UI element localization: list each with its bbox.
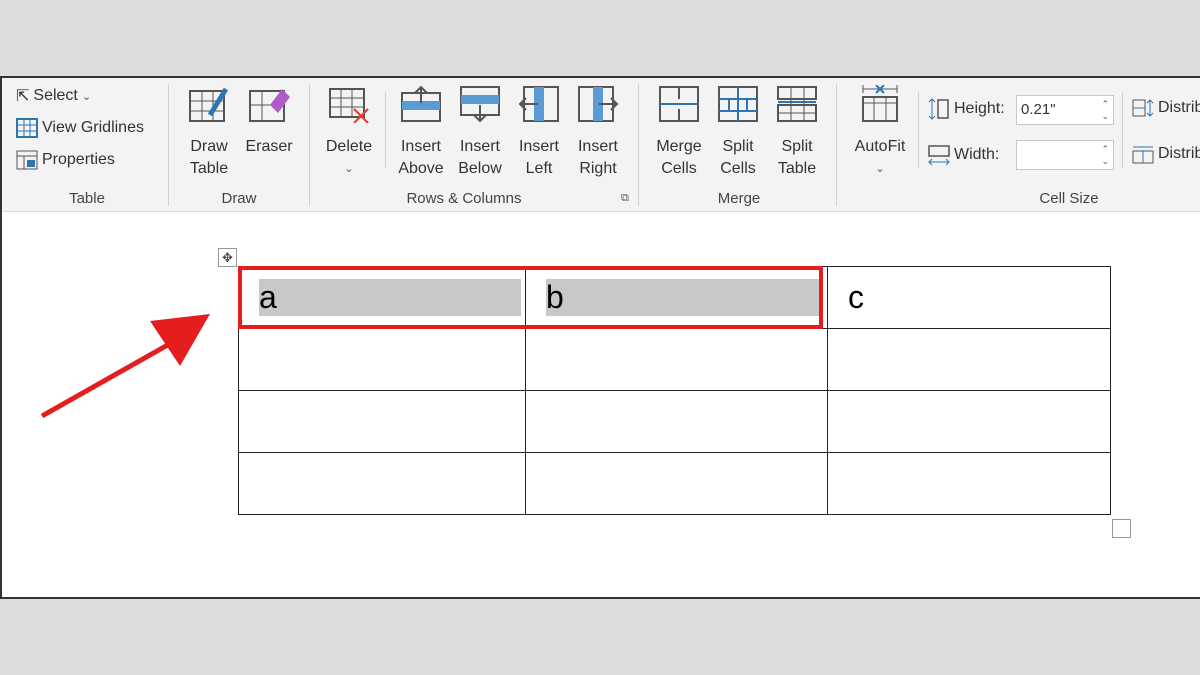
insert-below-icon xyxy=(451,84,509,124)
eraser-icon xyxy=(240,84,298,124)
chevron-down-icon: ⌄ xyxy=(344,163,354,175)
height-label: Height: xyxy=(928,98,1005,120)
height-spinner[interactable]: ⌃ ⌄ xyxy=(1101,99,1109,121)
width-input[interactable]: ⌃ ⌄ xyxy=(1016,140,1114,170)
width-label: Width: xyxy=(928,144,999,166)
pencil-table-icon xyxy=(180,84,238,124)
insert-above-icon xyxy=(392,84,450,124)
view-gridlines-button[interactable]: View Gridlines xyxy=(16,118,144,138)
divider xyxy=(385,92,386,168)
group-label-table: Table xyxy=(69,190,105,207)
select-button[interactable]: ⇱ Select ⌄ xyxy=(16,87,92,105)
table-move-handle-icon[interactable]: ✥ xyxy=(218,248,237,267)
insert-right-button[interactable]: Insert Right xyxy=(569,84,627,180)
autofit-button[interactable]: AutoFit ⌄ xyxy=(848,84,912,180)
chevron-down-icon: ⌄ xyxy=(875,163,885,175)
dialog-launcher-icon[interactable]: ⧉ xyxy=(621,192,629,204)
group-label-draw: Draw xyxy=(221,190,257,207)
height-input[interactable]: 0.21" ⌃ ⌄ xyxy=(1016,95,1114,125)
group-label-merge: Merge xyxy=(717,190,761,207)
distribute-rows-button[interactable]: Distrib xyxy=(1132,98,1200,118)
delete-button[interactable]: Delete ⌄ xyxy=(320,84,378,180)
split-table-icon xyxy=(768,84,826,124)
autofit-icon xyxy=(848,84,912,124)
cursor-icon: ⇱ xyxy=(16,88,30,105)
eraser-button[interactable]: Eraser xyxy=(240,84,298,158)
group-label-cell-size: Cell Size xyxy=(1039,190,1099,207)
divider xyxy=(309,84,310,206)
divider xyxy=(168,84,169,206)
divider xyxy=(918,92,919,168)
column-width-icon xyxy=(928,145,950,166)
divider xyxy=(638,84,639,206)
delete-table-icon xyxy=(320,84,378,124)
merge-cells-icon xyxy=(650,84,708,124)
insert-right-icon xyxy=(569,84,627,124)
word-window: ⇱ Select ⌄ View Gridlines Properties Table… xyxy=(0,76,1200,599)
chevron-down-icon: ⌄ xyxy=(81,90,92,103)
gridlines-icon xyxy=(16,118,38,138)
insert-above-button[interactable]: Insert Above xyxy=(392,84,450,180)
properties-button[interactable]: Properties xyxy=(16,150,115,170)
merge-cells-button[interactable]: Merge Cells xyxy=(650,84,708,180)
draw-table-button[interactable]: Draw Table xyxy=(180,84,238,180)
insert-left-icon xyxy=(510,84,568,124)
width-spinner[interactable]: ⌃ ⌄ xyxy=(1101,144,1109,166)
table-layout-ribbon: ⇱ Select ⌄ View Gridlines Properties Table… xyxy=(2,78,1200,212)
group-label-rows-columns: Rows & Columns xyxy=(406,190,522,207)
distribute-columns-button[interactable]: Distrib xyxy=(1132,144,1200,164)
split-cells-button[interactable]: Split Cells xyxy=(709,84,767,180)
properties-icon xyxy=(16,150,38,170)
divider xyxy=(836,84,837,206)
distribute-rows-icon xyxy=(1132,99,1154,117)
insert-below-button[interactable]: Insert Below xyxy=(451,84,509,180)
row-height-icon xyxy=(928,98,949,120)
divider xyxy=(1122,92,1123,168)
insert-left-button[interactable]: Insert Left xyxy=(510,84,568,180)
distribute-columns-icon xyxy=(1132,146,1154,164)
split-table-button[interactable]: Split Table xyxy=(768,84,826,180)
split-cells-icon xyxy=(709,84,767,124)
